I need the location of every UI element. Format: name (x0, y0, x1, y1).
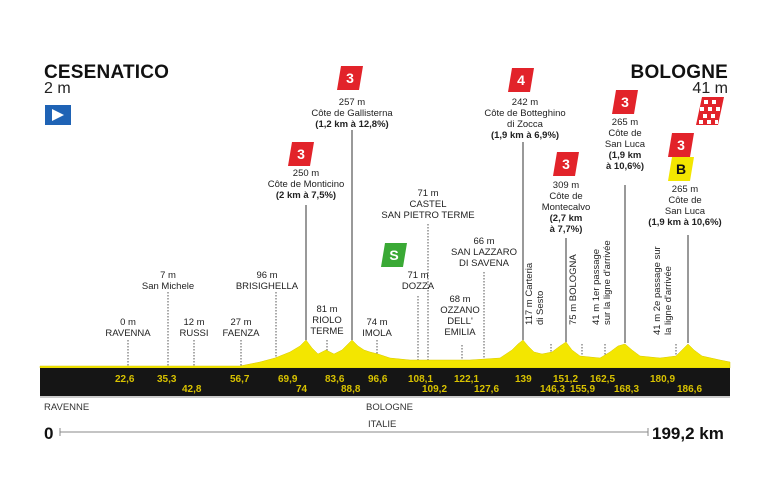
km-mark: 22,6 (115, 374, 135, 385)
start-flag-icon (45, 105, 71, 125)
town-label: 81 m RIOLO TERME (310, 304, 344, 337)
town-label: 27 m FAENZA (222, 317, 260, 339)
km-mark: 83,6 (325, 374, 345, 385)
climb-label-botteghino: 242 m Côte de Botteghino di Zocca (1,9 k… (484, 97, 566, 141)
svg-text:3: 3 (677, 137, 685, 153)
km-mark: 88,8 (341, 384, 361, 395)
vertical-label-carteria: 117 m Carteria di Sesto (524, 262, 546, 325)
km-mark: 151,2 (553, 374, 579, 385)
sprint-icon: S (381, 243, 407, 267)
climb-cat3-icon: 3 (668, 133, 694, 157)
town-label: 96 m BRISIGHELLA (235, 270, 299, 292)
town-label: 71 m CASTEL SAN PIETRO TERME (381, 188, 475, 221)
bonus-point-icon: B (668, 157, 694, 181)
svg-text:3: 3 (621, 94, 629, 110)
km-mark: 186,6 (677, 384, 703, 395)
start-altitude: 2 m (44, 80, 71, 97)
town-label: 7 m San Michele (141, 270, 195, 292)
region-middle: BOLOGNE (366, 402, 413, 413)
finish-town: BOLOGNE (630, 62, 728, 83)
region-left: RAVENNE (44, 402, 90, 413)
finish-altitude: 41 m (692, 80, 728, 97)
town-label: 0 m RAVENNA (105, 317, 151, 339)
climb-cat3-icon: 3 (553, 152, 579, 176)
climb-label-san-luca-2: 265 m Côte de San Luca (1,9 km à 10,6%) (648, 184, 722, 228)
km-mark: 109,2 (422, 384, 448, 395)
svg-text:3: 3 (346, 70, 354, 86)
climb-label-montecalvo: 309 m Côte de Montecalvo (2,7 km à 7,7%) (541, 180, 591, 235)
vertical-label-first-passage: 41 m 1er passage sur la ligne d'arrivée (591, 240, 613, 325)
town-label: 66 m SAN LAZZARO DI SAVENA (451, 236, 517, 269)
km-mark: 155,9 (570, 384, 596, 395)
km-mark: 56,7 (230, 374, 250, 385)
climb-label-monticino: 250 m Côte de Monticino (2 km à 7,5%) (267, 168, 345, 201)
town-label: 71 m DOZZA (401, 270, 435, 292)
svg-text:S: S (389, 247, 398, 263)
distance-start: 0 (44, 424, 54, 443)
distance-total: 199,2 km (652, 424, 724, 443)
km-mark: 42,8 (182, 384, 202, 395)
climb-cat3-icon: 3 (612, 90, 638, 114)
km-mark: 162,5 (590, 374, 616, 385)
svg-text:3: 3 (562, 156, 570, 172)
climb-cat3-icon: 3 (337, 66, 363, 90)
km-mark: 74 (296, 384, 308, 395)
region-country: ITALIE (368, 419, 397, 430)
finish-flag-icon (696, 97, 724, 125)
km-mark: 35,3 (157, 374, 177, 385)
km-mark: 139 (515, 374, 532, 385)
km-mark: 146,3 (540, 384, 566, 395)
km-mark: 180,9 (650, 374, 676, 385)
km-mark: 127,6 (474, 384, 500, 395)
climb-label-gallisterna: 257 m Côte de Gallisterna (1,2 km à 12,8… (311, 97, 393, 130)
climb-cat3-icon: 3 (288, 142, 314, 166)
vertical-label-second-passage: 41 m 2e passage sur la ligne d'arrivée (652, 246, 674, 335)
km-mark: 122,1 (454, 374, 480, 385)
km-mark: 168,3 (614, 384, 640, 395)
climb-label-san-luca-1: 265 m Côte de San Luca (1,9 km à 10,6%) (604, 117, 646, 172)
town-label: 74 m IMOLA (362, 317, 392, 339)
climb-cat4-icon: 4 (508, 68, 534, 92)
start-town: CESENATICO (44, 62, 170, 83)
town-label: 12 m RUSSI (179, 317, 209, 339)
km-mark: 69,9 (278, 374, 298, 385)
vertical-label-bologna: 75 m BOLOGNA (568, 254, 579, 325)
km-mark: 108,1 (408, 374, 434, 385)
town-label: 68 m OZZANO DELL' EMILIA (440, 294, 480, 338)
svg-text:4: 4 (517, 72, 525, 88)
svg-text:3: 3 (297, 146, 305, 162)
km-mark: 96,6 (368, 374, 388, 385)
svg-text:B: B (676, 161, 686, 177)
